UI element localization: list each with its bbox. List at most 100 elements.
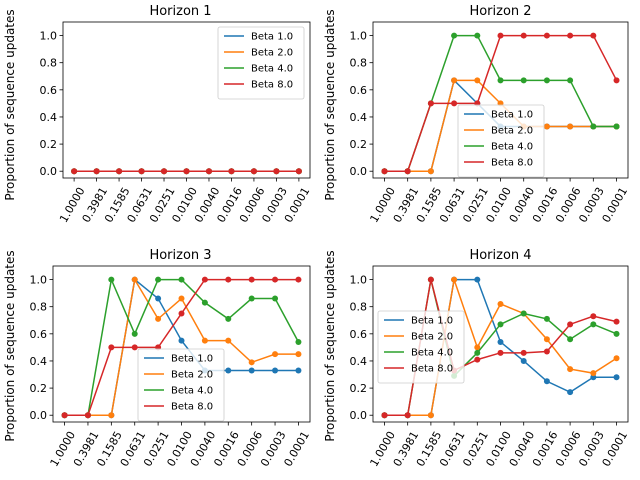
legend-entry: Beta 2.0	[491, 126, 533, 137]
data-point	[590, 370, 597, 377]
data-point	[543, 348, 550, 355]
data-point	[178, 276, 185, 283]
data-point	[451, 100, 458, 107]
data-point	[404, 412, 411, 419]
data-point	[543, 77, 550, 84]
data-point	[201, 299, 208, 306]
y-tick-label: 0.4	[40, 111, 58, 124]
data-point	[138, 168, 145, 175]
y-tick-label: 0.6	[40, 84, 58, 97]
data-point	[248, 359, 255, 366]
data-point	[84, 412, 91, 419]
data-point	[155, 315, 162, 322]
data-point	[404, 168, 411, 175]
legend-frame	[457, 104, 545, 178]
legend-frame	[217, 26, 305, 100]
subplot-title: Horizon 3	[149, 248, 211, 263]
data-point	[590, 313, 597, 320]
y-tick-label: 1.0	[350, 30, 368, 43]
data-point	[474, 349, 481, 356]
y-axis-label: Proportion of sequence updates	[3, 9, 17, 200]
data-point	[381, 168, 388, 175]
legend-entry: Beta 2.0	[411, 332, 453, 343]
data-point	[497, 300, 504, 307]
data-point	[497, 349, 504, 356]
data-point	[273, 168, 280, 175]
legend-entry: Beta 8.0	[491, 158, 533, 169]
legend-entry: Beta 4.0	[411, 348, 453, 359]
data-point	[427, 168, 434, 175]
legend-entry: Beta 1.0	[171, 354, 213, 365]
legend-entry: Beta 1.0	[411, 316, 453, 327]
data-point	[250, 168, 257, 175]
y-tick-label: 0.4	[350, 111, 368, 124]
y-tick-label: 0.4	[30, 355, 48, 368]
data-point	[295, 168, 302, 175]
series-4	[71, 168, 302, 175]
legend-frame	[137, 348, 225, 422]
y-tick-label: 0.8	[350, 57, 368, 70]
data-point	[427, 276, 434, 283]
data-point	[543, 315, 550, 322]
y-tick-label: 0.2	[350, 138, 368, 151]
data-point	[248, 295, 255, 302]
data-point	[497, 338, 504, 345]
y-tick-label: 0.0	[350, 165, 368, 178]
data-point	[248, 276, 255, 283]
data-point	[295, 338, 302, 345]
data-point	[613, 330, 620, 337]
legend-entry: Beta 4.0	[251, 64, 293, 75]
y-axis-label: Proportion of sequence updates	[3, 250, 17, 441]
data-point	[520, 32, 527, 39]
data-point	[131, 330, 138, 337]
y-tick-label: 0.8	[350, 301, 368, 314]
data-point	[272, 367, 279, 374]
data-point	[451, 77, 458, 84]
data-point	[201, 276, 208, 283]
y-tick-label: 0.0	[30, 409, 48, 422]
data-point	[178, 337, 185, 344]
data-point	[131, 276, 138, 283]
legend-entry: Beta 8.0	[171, 402, 213, 413]
data-point	[567, 336, 574, 343]
data-point	[474, 276, 481, 283]
data-point	[131, 344, 138, 351]
data-point	[272, 276, 279, 283]
data-point	[295, 367, 302, 374]
y-tick-label: 0.8	[40, 57, 58, 70]
data-point	[178, 310, 185, 317]
legend-entry: Beta 8.0	[251, 80, 293, 91]
data-point	[613, 123, 620, 130]
legend-entry: Beta 4.0	[491, 142, 533, 153]
legend-entry: Beta 2.0	[171, 370, 213, 381]
data-point	[497, 321, 504, 328]
data-point	[567, 366, 574, 373]
data-point	[613, 77, 620, 84]
data-point	[474, 344, 481, 351]
data-point	[93, 168, 100, 175]
data-point	[225, 276, 232, 283]
data-point	[178, 295, 185, 302]
data-point	[613, 374, 620, 381]
data-point	[71, 168, 78, 175]
subplot-title: Horizon 4	[469, 248, 531, 263]
data-point	[295, 276, 302, 283]
data-point	[520, 77, 527, 84]
data-point	[228, 168, 235, 175]
data-point	[520, 357, 527, 364]
y-tick-label: 0.6	[350, 328, 368, 341]
series-4	[381, 32, 620, 175]
y-tick-label: 1.0	[40, 30, 58, 43]
legend: Beta 1.0 Beta 2.0 Beta 4.0 Beta 8.0	[217, 26, 305, 100]
subplot-title: Horizon 1	[149, 4, 211, 19]
data-point	[520, 310, 527, 317]
data-point	[161, 168, 168, 175]
data-point	[543, 336, 550, 343]
legend-entry: Beta 1.0	[251, 32, 293, 43]
legend: Beta 1.0 Beta 2.0 Beta 4.0 Beta 8.0	[377, 310, 465, 384]
subplot-title: Horizon 2	[469, 4, 531, 19]
data-point	[590, 321, 597, 328]
data-point	[155, 276, 162, 283]
data-point	[427, 412, 434, 419]
